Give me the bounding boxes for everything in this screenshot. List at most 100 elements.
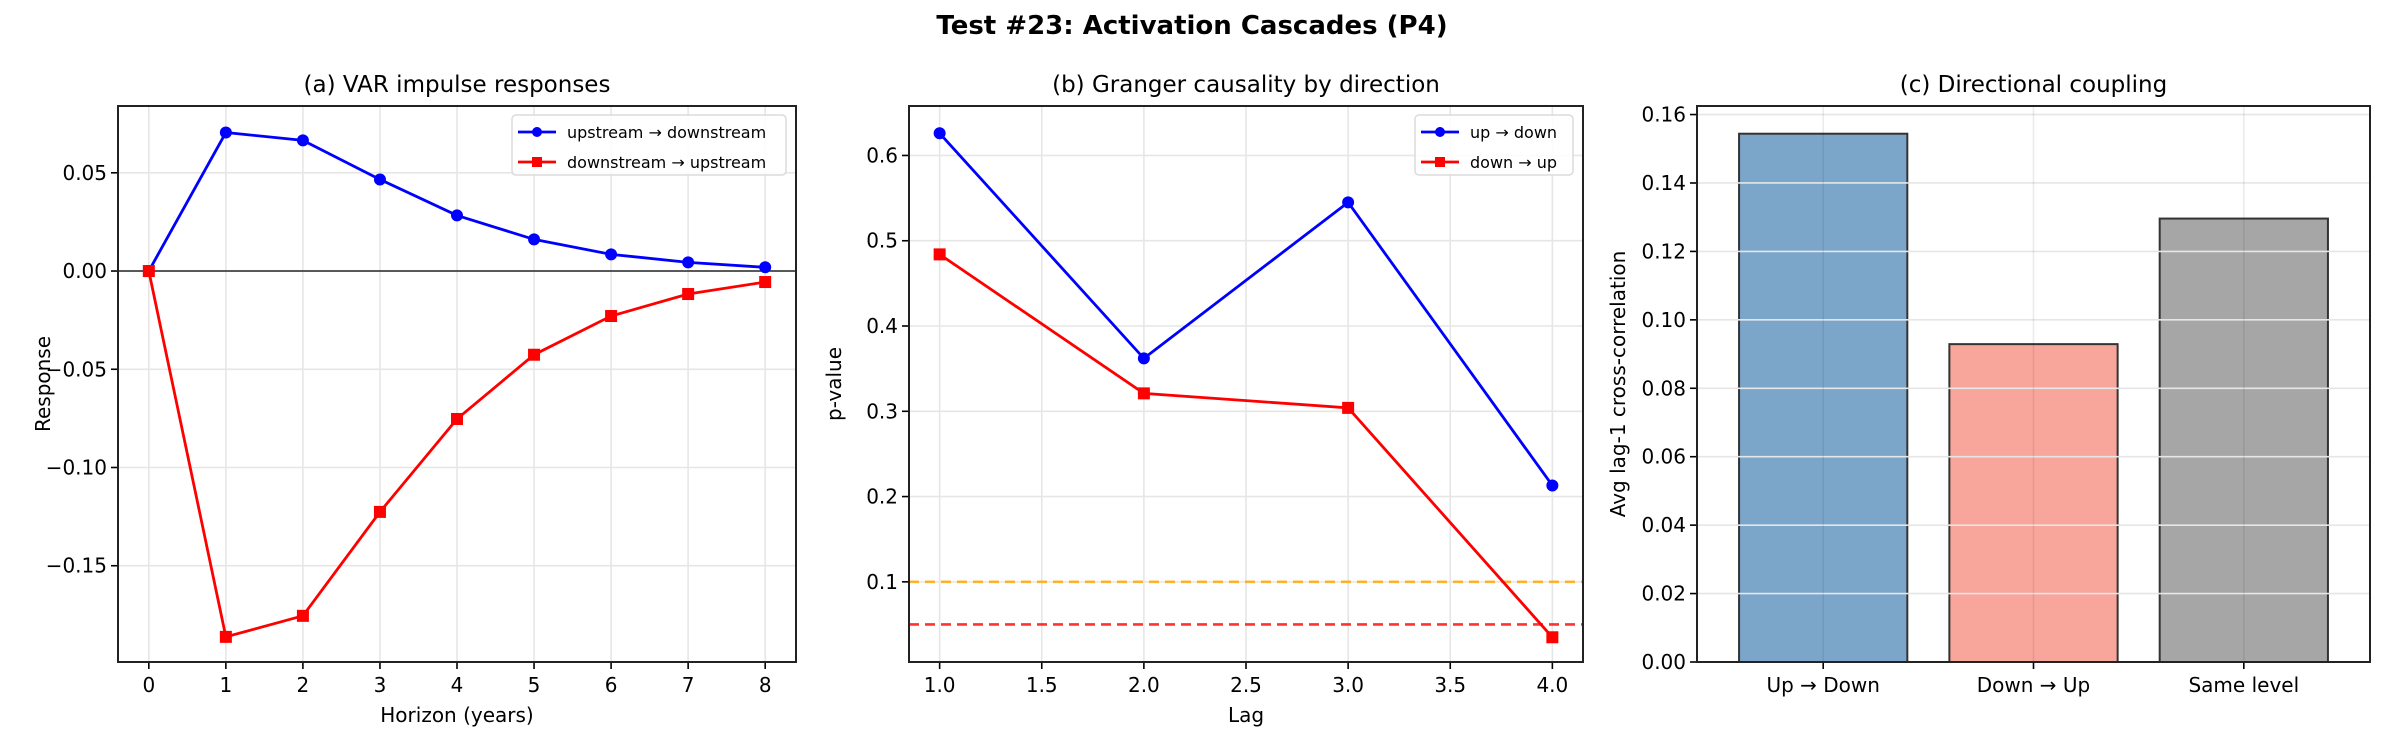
x-tick-label: 3 [374, 673, 387, 697]
x-tick-label: 3.0 [1332, 673, 1364, 697]
x-tick-label: 2 [297, 673, 310, 697]
legend-box [1414, 114, 1574, 176]
legend: up → down down → up [1414, 114, 1574, 176]
y-axis-label: p-value [822, 347, 846, 421]
data-point [451, 209, 463, 222]
series-reverse [142, 265, 772, 643]
y-tick-label: 0.10 [1641, 308, 1686, 332]
axes-frame [117, 105, 797, 663]
y-tick-label: 0.05 [62, 161, 107, 185]
legend-entry: up → down [1470, 123, 1557, 142]
data-point [1137, 387, 1150, 400]
data-point [296, 609, 309, 622]
x-tick-label: 1 [219, 673, 232, 697]
y-tick-label: 0.6 [866, 143, 898, 167]
x-tick-label: 6 [605, 673, 618, 697]
data-point [933, 127, 946, 140]
y-tick-label: 0.2 [866, 485, 898, 509]
x-tick-label: Down → Up [1977, 673, 2090, 697]
x-tick-label: 4 [451, 673, 464, 697]
y-tick-label: 0.3 [866, 399, 898, 423]
data-point [451, 412, 463, 425]
y-tick-label: −0.05 [46, 357, 107, 381]
panel-a-impulse-responses: −0.15 −0.10 −0.05 0.00 0.05 0 1 2 3 4 5 6 7 8 (a) VAR … [31, 72, 797, 727]
data-point [759, 261, 772, 274]
y-tick-label: 0.08 [1641, 376, 1686, 400]
y-tick-label: 0.1 [866, 570, 898, 594]
data-point [373, 173, 386, 186]
axes-frame [1696, 105, 2371, 663]
x-axis-label: Horizon (years) [380, 703, 533, 727]
y-axis-label: Response [31, 336, 55, 432]
y-tick-label: 0.14 [1641, 171, 1686, 195]
y-tick-label: 0.12 [1641, 239, 1686, 263]
x-tick-label: 2.5 [1230, 673, 1262, 697]
legend-entry: upstream → downstream [567, 123, 766, 142]
data-point [1342, 196, 1355, 209]
axes-frame [908, 105, 1584, 663]
x-tick-label: 2.0 [1128, 673, 1160, 697]
x-tick-label: 4.0 [1536, 673, 1568, 697]
data-point [1546, 479, 1559, 492]
bar [1738, 132, 1909, 663]
data-point [528, 348, 541, 361]
data-point [219, 126, 232, 139]
x-tick-label: 1.0 [924, 673, 956, 697]
data-point [1435, 157, 1445, 167]
series-line [938, 253, 1554, 639]
panel-b-granger-causality: 0.1 0.2 0.3 0.4 0.5 0.6 1.0 1.5 2.0 2.5 3.0 3.5 4.0 (… [822, 72, 1584, 727]
data-point [296, 134, 309, 147]
y-tick-label: 0.00 [1641, 650, 1686, 674]
data-point [682, 256, 695, 269]
data-point [532, 157, 542, 167]
panel-title: (c) Directional coupling [1900, 72, 2167, 98]
x-axis-label: Lag [1228, 703, 1264, 727]
y-tick-label: 0.02 [1641, 582, 1686, 606]
y-tick-label: 0.16 [1641, 103, 1686, 127]
bar [1948, 343, 2119, 663]
legend-box [511, 114, 787, 176]
data-point [605, 310, 618, 323]
x-tick-label: Same level [2188, 673, 2299, 697]
bar [2158, 217, 2329, 664]
y-tick-label: 0.04 [1641, 513, 1686, 537]
data-point [605, 248, 618, 261]
x-tick-label: 1.5 [1026, 673, 1058, 697]
x-tick-label: Up → Down [1766, 673, 1879, 697]
data-point [682, 288, 695, 301]
x-tick-label: 0 [142, 673, 155, 697]
x-tick-label: 3.5 [1434, 673, 1466, 697]
x-tick-label: 8 [759, 673, 772, 697]
series-reverse [933, 248, 1559, 644]
legend-entry: down → up [1470, 153, 1557, 172]
panel-title: (b) Granger causality by direction [1052, 72, 1440, 98]
y-tick-label: 0.06 [1641, 445, 1686, 469]
data-point [532, 127, 542, 137]
panel-title: (a) VAR impulse responses [304, 72, 611, 98]
y-tick-label: 0.00 [62, 259, 107, 283]
data-point [528, 233, 541, 246]
data-point [1342, 401, 1355, 414]
data-point [142, 265, 155, 278]
figure-suptitle: Test #23: Activation Cascades (P4) [936, 11, 1447, 41]
y-tick-label: 0.5 [866, 229, 898, 253]
panel-c-directional-coupling: 0.00 0.02 0.04 0.06 0.08 0.10 0.12 0.14 0.16 Up →… [1606, 72, 2371, 697]
data-point [219, 630, 232, 643]
x-tick-label: 5 [528, 673, 541, 697]
data-point [933, 248, 946, 261]
y-axis-label: Avg lag-1 cross-correlation [1606, 251, 1630, 518]
y-tick-label: −0.10 [46, 455, 107, 479]
data-point [759, 276, 772, 289]
legend-entry: downstream → upstream [567, 153, 766, 172]
legend: upstream → downstream downstream → upstre… [511, 114, 787, 176]
data-point [373, 505, 386, 518]
y-tick-label: 0.4 [866, 314, 898, 338]
data-point [1546, 631, 1559, 644]
y-tick-label: −0.15 [46, 554, 107, 578]
data-point [1435, 127, 1445, 137]
x-tick-label: 7 [682, 673, 695, 697]
data-point [1137, 352, 1150, 365]
series-forward [933, 127, 1559, 492]
series-line [938, 132, 1554, 487]
